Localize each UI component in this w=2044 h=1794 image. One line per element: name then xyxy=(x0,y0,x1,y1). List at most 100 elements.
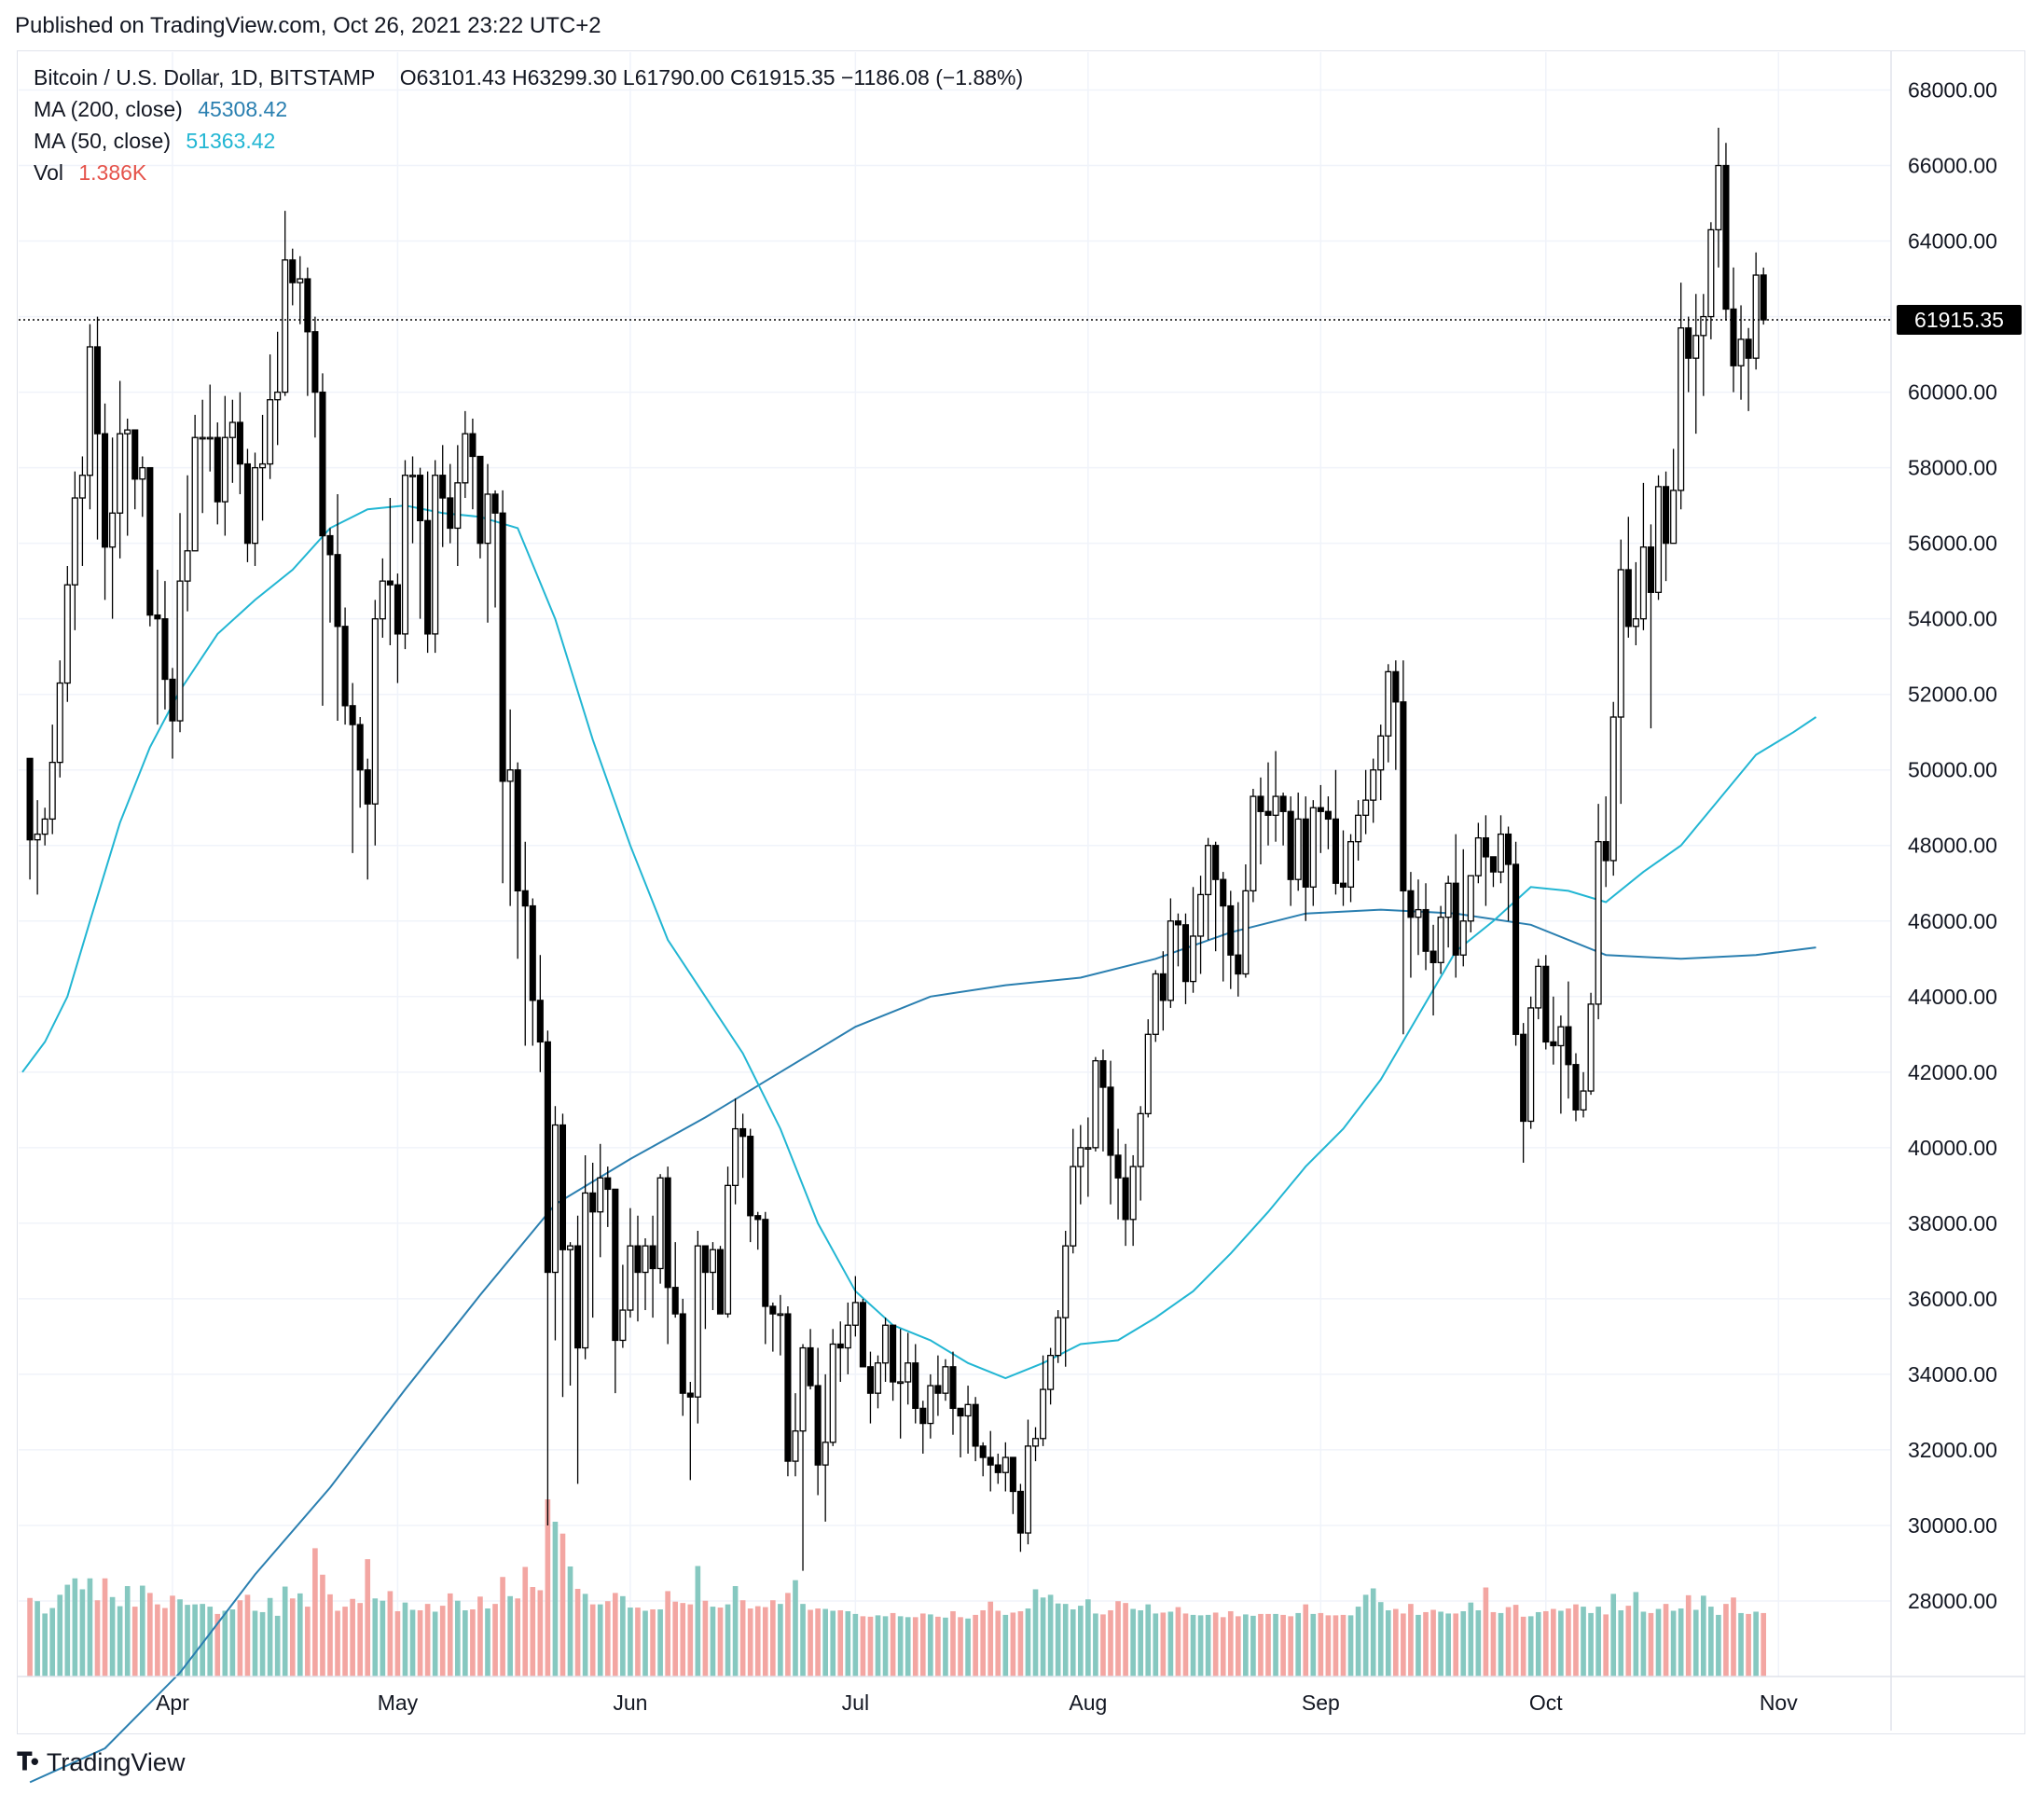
candle-body xyxy=(1535,965,1542,1009)
volume-bar xyxy=(1445,1613,1451,1677)
candle-body xyxy=(597,1177,604,1213)
volume-bar xyxy=(500,1577,505,1677)
candle-body xyxy=(1429,950,1437,963)
candle-body xyxy=(844,1324,851,1349)
candle-body xyxy=(1752,274,1760,359)
candle-body xyxy=(1235,954,1242,975)
volume-bar xyxy=(1527,1616,1534,1677)
candle-body xyxy=(664,1177,671,1289)
candle-body xyxy=(1099,1060,1107,1088)
volume-bar xyxy=(650,1609,656,1677)
legend-vol-label: Vol xyxy=(34,160,63,185)
volume-bar xyxy=(912,1617,918,1677)
volume-bar xyxy=(1468,1602,1474,1677)
candle-body xyxy=(259,462,267,469)
candle-body xyxy=(1400,701,1407,892)
candle-body xyxy=(994,1464,1001,1473)
volume-bar xyxy=(177,1599,183,1677)
legend-symbol: Bitcoin / U.S. Dollar, 1D, BITSTAMP xyxy=(34,65,375,90)
published-text: Published on TradingView.com, Oct 26, 20… xyxy=(15,13,601,38)
candle-body xyxy=(979,1445,987,1458)
volume-bar xyxy=(94,1600,101,1677)
volume-bar xyxy=(350,1598,355,1677)
candle-body xyxy=(184,550,191,582)
candle-body xyxy=(1332,818,1339,884)
candle-body xyxy=(1174,920,1181,926)
candle-body xyxy=(851,1302,859,1326)
candle-body xyxy=(859,1302,866,1368)
candle-body xyxy=(139,466,146,480)
candle-body xyxy=(784,1313,792,1462)
candle-body xyxy=(386,580,394,586)
candle-body xyxy=(769,1305,777,1315)
volume-bar xyxy=(1716,1614,1721,1677)
candle-body xyxy=(1407,890,1415,918)
volume-bar xyxy=(695,1566,701,1677)
volume-bar xyxy=(1123,1603,1128,1677)
axes: 28000.00 30000.00 32000.00 34000.00 36000.00… xyxy=(17,50,2025,1731)
volume-bar xyxy=(1025,1608,1031,1677)
legend-ma200-value: 45308.42 xyxy=(198,97,288,121)
candle-body xyxy=(1385,670,1392,737)
volume-bar xyxy=(1685,1594,1692,1677)
candle-body xyxy=(131,429,139,480)
y-tick-label: 44000.00 xyxy=(1908,985,1997,1009)
volume-bar xyxy=(1288,1616,1293,1677)
candle-body xyxy=(1617,569,1624,718)
candle-body xyxy=(228,421,236,438)
candle-body xyxy=(1722,164,1730,310)
candle-body xyxy=(236,421,243,465)
volume-bar xyxy=(522,1566,529,1677)
volume-bar xyxy=(131,1607,138,1677)
volume-bar xyxy=(335,1610,340,1677)
candle-body xyxy=(1220,878,1227,907)
volume-bar xyxy=(702,1600,709,1677)
volume-bar xyxy=(1618,1609,1624,1677)
y-tick-label: 60000.00 xyxy=(1908,380,1997,405)
volume-bar xyxy=(837,1609,844,1677)
volume-bar xyxy=(1355,1607,1361,1677)
volume-bar xyxy=(815,1608,821,1677)
tradingview-brand[interactable]: 𝐓• TradingView xyxy=(17,1747,185,1777)
volume-bar xyxy=(1581,1607,1586,1677)
candle-body xyxy=(1602,841,1609,862)
candle-body xyxy=(649,1245,656,1270)
volume-bar xyxy=(1377,1602,1384,1677)
volume-bar xyxy=(477,1596,483,1677)
candle-body xyxy=(957,1407,964,1417)
volume-bar xyxy=(582,1594,588,1677)
volume-bar xyxy=(27,1597,33,1677)
candle-body xyxy=(341,626,349,707)
volume-bar xyxy=(1227,1610,1234,1677)
candle-body xyxy=(1572,1064,1580,1111)
volume-bar xyxy=(1062,1604,1069,1677)
candle-body xyxy=(1730,308,1737,366)
candle-body xyxy=(709,1249,716,1274)
candle-body xyxy=(972,1403,979,1447)
candle-body xyxy=(1317,807,1324,812)
volume-bar xyxy=(987,1601,994,1677)
volume-bar xyxy=(1100,1614,1106,1677)
volume-bar xyxy=(439,1606,446,1677)
volume-bar xyxy=(1093,1613,1098,1677)
candle-body xyxy=(1542,965,1550,1043)
volume-bar xyxy=(867,1616,874,1677)
volume-bar xyxy=(935,1616,941,1677)
y-tick-label: 28000.00 xyxy=(1908,1589,1997,1613)
volume-bar xyxy=(297,1593,303,1677)
volume-bar xyxy=(1280,1614,1286,1677)
x-tick-label: Jul xyxy=(842,1690,869,1715)
volume-bar xyxy=(1761,1612,1766,1677)
candle-body xyxy=(792,1430,799,1462)
candle-body xyxy=(912,1362,919,1410)
volume-bar xyxy=(882,1616,889,1677)
volume-bar xyxy=(905,1617,911,1677)
volume-bar xyxy=(365,1559,371,1677)
y-tick-label: 40000.00 xyxy=(1908,1136,1997,1160)
candle-body xyxy=(221,436,228,503)
candle-body xyxy=(56,682,63,764)
candle-body xyxy=(334,554,341,628)
volume-bar xyxy=(1423,1611,1429,1677)
candle-body xyxy=(1257,795,1264,812)
